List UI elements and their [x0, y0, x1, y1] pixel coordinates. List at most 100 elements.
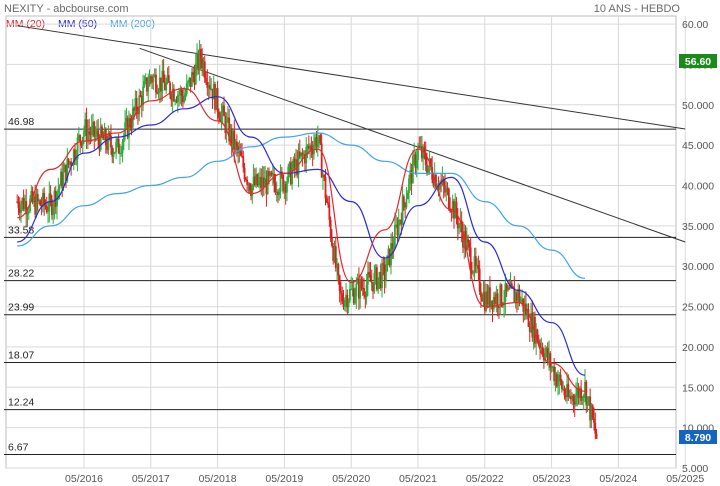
candle-body	[333, 246, 336, 262]
candle-body	[491, 300, 494, 310]
support-label: 6.67	[8, 442, 29, 454]
candle-body	[85, 119, 88, 141]
candle-body	[158, 77, 161, 92]
candle-body	[164, 82, 166, 90]
candle-body	[182, 96, 184, 103]
candle-body	[342, 301, 345, 307]
candle-body	[75, 159, 78, 161]
grid	[5, 15, 686, 469]
candle-body	[391, 243, 394, 250]
candle-body	[473, 256, 476, 273]
candle-body	[252, 176, 255, 186]
candle-body	[297, 151, 300, 175]
candle-body	[481, 297, 484, 302]
candle-body	[268, 170, 270, 176]
candle-body	[382, 263, 385, 265]
candle-body	[48, 193, 51, 212]
x-tick-label: 05/2018	[199, 473, 237, 485]
candle-body	[20, 204, 22, 213]
candle-body	[291, 169, 294, 185]
candle-body	[350, 288, 353, 290]
candle-body	[540, 346, 543, 348]
candle-body	[498, 306, 500, 308]
candle-body	[379, 272, 382, 289]
candle-body	[409, 170, 412, 179]
candle-body	[112, 153, 115, 157]
candle-body	[282, 174, 285, 192]
y-tick-label: 25.000	[682, 302, 714, 314]
candle-body	[426, 164, 428, 173]
candle-body	[478, 268, 481, 292]
candle-body	[369, 274, 372, 282]
candle-body	[560, 380, 563, 390]
candle-body	[374, 267, 377, 273]
candle-body	[178, 94, 180, 96]
candle-body	[99, 126, 102, 150]
support-label: 18.07	[8, 350, 34, 362]
candle-body	[347, 300, 350, 308]
candle-body	[544, 353, 547, 361]
candle-body	[559, 374, 562, 381]
candle-body	[70, 161, 73, 166]
candle-body	[49, 193, 52, 200]
candle-body	[327, 202, 329, 205]
candle-body	[101, 126, 103, 136]
candle-body	[34, 196, 37, 215]
candle-body	[516, 292, 518, 301]
candle-body	[595, 433, 598, 439]
candle-body	[341, 293, 344, 302]
candle-body	[406, 192, 409, 200]
candle-body	[30, 190, 33, 199]
candle-body	[83, 130, 85, 138]
candle-body	[395, 224, 398, 226]
candle-body	[76, 137, 79, 160]
candle-body	[246, 179, 249, 185]
candle-body	[514, 292, 517, 303]
candle-body	[417, 145, 419, 161]
candle-body	[93, 121, 96, 137]
candle-body	[551, 366, 554, 368]
candle-body	[90, 126, 93, 136]
candle-body	[469, 247, 472, 271]
candle-body	[58, 185, 61, 190]
candle-body	[39, 200, 42, 206]
candle-body	[247, 183, 250, 185]
candle-body	[370, 281, 373, 283]
candle-body	[485, 291, 487, 311]
candle-body	[517, 289, 520, 301]
candle-body	[381, 263, 383, 289]
candle-body	[84, 119, 87, 131]
candle-body	[365, 284, 368, 298]
candle-body	[293, 158, 296, 168]
candle-body	[226, 117, 229, 120]
candle-body	[157, 91, 160, 94]
candle-body	[44, 205, 47, 207]
candle-body	[423, 146, 426, 153]
candle-body	[437, 187, 440, 190]
candle-body	[360, 279, 363, 288]
x-tick-label: 05/2023	[533, 473, 571, 485]
candle-body	[50, 199, 53, 216]
candle-body	[131, 108, 134, 128]
candle-body	[404, 203, 407, 208]
candle-body	[155, 74, 157, 93]
candle-body	[462, 231, 464, 248]
candle-body	[279, 171, 282, 192]
candle-body	[79, 135, 82, 142]
candle-body	[183, 97, 186, 103]
candle-body	[57, 189, 60, 193]
y-tick-label: 30.000	[682, 261, 714, 273]
candle-body	[92, 121, 94, 127]
candle-body	[334, 246, 337, 269]
candle-body	[129, 118, 132, 128]
candle-body	[319, 135, 322, 144]
candle-body	[77, 135, 80, 138]
candle-body	[499, 284, 502, 308]
candle-body	[490, 300, 493, 307]
candle-body	[269, 172, 272, 176]
candle-body	[440, 183, 443, 185]
candle-body	[198, 48, 201, 70]
candle-body	[144, 77, 147, 82]
candle-body	[429, 158, 432, 168]
